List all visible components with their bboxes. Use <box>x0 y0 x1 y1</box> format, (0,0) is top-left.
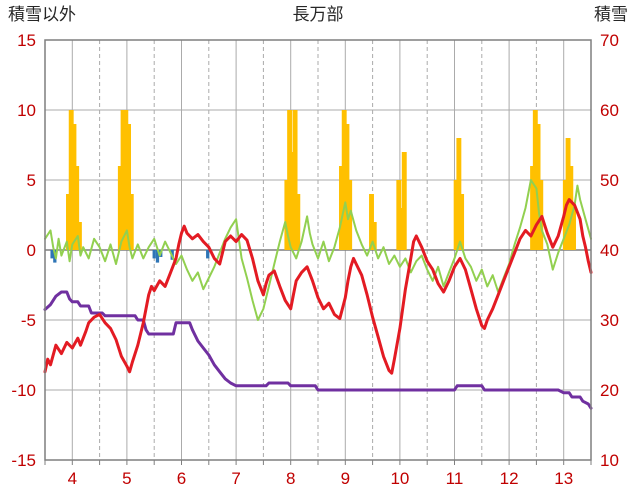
plot-border <box>44 39 592 461</box>
x-axis-tick-label: 8 <box>286 469 295 488</box>
x-axis-tick-label: 6 <box>177 469 186 488</box>
left-axis-tick-label: 5 <box>27 171 36 190</box>
x-axis-tick-label: 11 <box>446 469 464 488</box>
precipitation-bars <box>341 110 347 250</box>
precipitation-bars <box>456 138 462 250</box>
right-axis-tick-label: 20 <box>600 381 619 400</box>
precipitation-bars <box>74 166 80 250</box>
blue-tick-bars <box>206 250 210 259</box>
precipitation-bars <box>120 110 126 250</box>
precipitation-bars <box>295 194 301 250</box>
precipitation-bars <box>123 110 129 250</box>
snow-depth-line <box>43 290 593 410</box>
blue-tick-bars <box>50 250 54 259</box>
precipitation-bars <box>76 222 82 250</box>
precipitation-bars <box>565 138 571 250</box>
x-axis-tick-label: 13 <box>554 469 573 488</box>
right-axis-tick-label: 60 <box>600 101 619 120</box>
left-axis-tick-label: 10 <box>17 101 36 120</box>
precipitation-bars <box>292 110 298 250</box>
precipitation-bars <box>289 152 295 250</box>
precipitation-bars <box>287 110 293 250</box>
precipitation-bars <box>126 124 131 250</box>
precipitation-bars <box>538 180 544 250</box>
chart-title: 長万部 <box>292 5 344 24</box>
precipitation-bars <box>344 124 350 250</box>
right-axis-tick-label: 10 <box>600 451 619 470</box>
precipitation-bars <box>396 180 402 250</box>
left-axis-tick-label: -5 <box>21 311 36 330</box>
precipitation-bars <box>117 166 123 250</box>
precipitation-bars <box>532 110 538 250</box>
precipitation-bars <box>399 208 404 250</box>
x-axis-tick-label: 7 <box>231 469 240 488</box>
right-axis-tick-label: 50 <box>600 171 619 190</box>
blue-tick-bars <box>155 250 160 263</box>
precipitation-bars <box>571 208 576 250</box>
x-axis-tick-label: 12 <box>500 469 519 488</box>
x-axis-tick-label: 9 <box>341 469 350 488</box>
precipitation-bars <box>284 180 290 250</box>
precipitation-bars <box>369 194 374 250</box>
precipitation-bars <box>71 124 77 250</box>
precipitation-bars <box>371 222 377 250</box>
temperature-line <box>43 198 593 375</box>
x-axis-tick-label: 4 <box>68 469 77 488</box>
right-axis-tick-label: 70 <box>600 31 619 50</box>
right-axis-tick-label: 40 <box>600 241 619 260</box>
x-axis-tick-label: 10 <box>390 469 409 488</box>
precipitation-bars <box>459 194 465 250</box>
left-axis-title: 積雪以外 <box>8 5 76 24</box>
blue-tick-bars <box>152 250 156 259</box>
left-axis-tick-label: -10 <box>11 381 36 400</box>
precipitation-bars <box>68 110 74 250</box>
precipitation-bars <box>339 166 344 250</box>
precipitation-bars <box>535 124 541 250</box>
x-axis-tick-label: 5 <box>122 469 131 488</box>
left-axis-tick-label: -15 <box>11 451 36 470</box>
left-axis-tick-label: 0 <box>27 241 36 260</box>
precipitation-bars <box>453 180 459 250</box>
precipitation-bars <box>128 194 134 250</box>
left-axis-tick-label: 15 <box>17 31 36 50</box>
right-axis-tick-label: 30 <box>600 311 619 330</box>
precipitation-bars <box>401 152 407 250</box>
right-axis-title: 積雪 <box>594 5 628 24</box>
precipitation-bars <box>568 166 574 250</box>
precipitation-bars <box>530 166 536 250</box>
precipitation-bars <box>66 194 71 250</box>
